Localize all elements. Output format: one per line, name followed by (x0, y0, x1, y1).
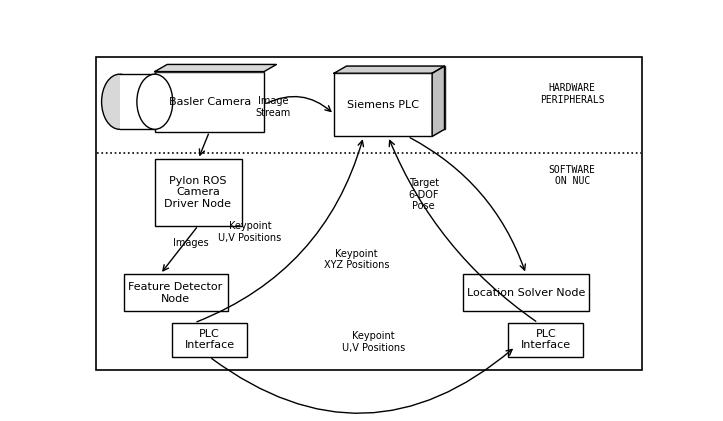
Polygon shape (155, 64, 276, 72)
Bar (155, 72, 264, 131)
Text: Keypoint
U,V Positions: Keypoint U,V Positions (218, 221, 282, 243)
Bar (124, 274, 228, 312)
Bar (463, 274, 589, 312)
Bar (119, 74, 155, 129)
Text: SOFTWARE
ON NUC: SOFTWARE ON NUC (549, 165, 596, 186)
Text: Basler Camera: Basler Camera (168, 97, 251, 107)
Ellipse shape (101, 74, 137, 129)
Text: PLC
Interface: PLC Interface (521, 329, 571, 350)
Text: Feature Detector
Node: Feature Detector Node (129, 282, 223, 304)
Ellipse shape (137, 74, 173, 129)
Text: HARDWARE
PERIPHERALS: HARDWARE PERIPHERALS (540, 83, 604, 105)
Polygon shape (432, 66, 445, 136)
Bar (334, 73, 432, 136)
Text: Images: Images (174, 238, 209, 248)
Text: PLC
Interface: PLC Interface (184, 329, 235, 350)
Bar (155, 159, 241, 226)
Text: Keypoint
U,V Positions: Keypoint U,V Positions (342, 331, 405, 353)
Text: Location Solver Node: Location Solver Node (466, 288, 585, 298)
Polygon shape (334, 66, 445, 73)
Bar (508, 323, 583, 357)
Bar (346, 66, 445, 129)
Bar (171, 323, 247, 357)
Text: Target
6-DOF
Pose: Target 6-DOF Pose (408, 178, 439, 211)
Text: Siemens PLC: Siemens PLC (347, 100, 419, 110)
Text: Pylon ROS
Camera
Driver Node: Pylon ROS Camera Driver Node (164, 176, 231, 209)
Text: Keypoint
XYZ Positions: Keypoint XYZ Positions (324, 249, 389, 270)
Text: Image
Stream: Image Stream (256, 96, 291, 118)
